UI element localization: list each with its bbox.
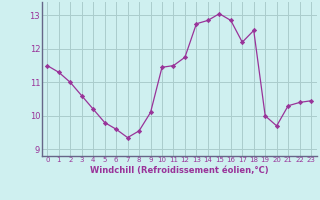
X-axis label: Windchill (Refroidissement éolien,°C): Windchill (Refroidissement éolien,°C) [90, 166, 268, 175]
